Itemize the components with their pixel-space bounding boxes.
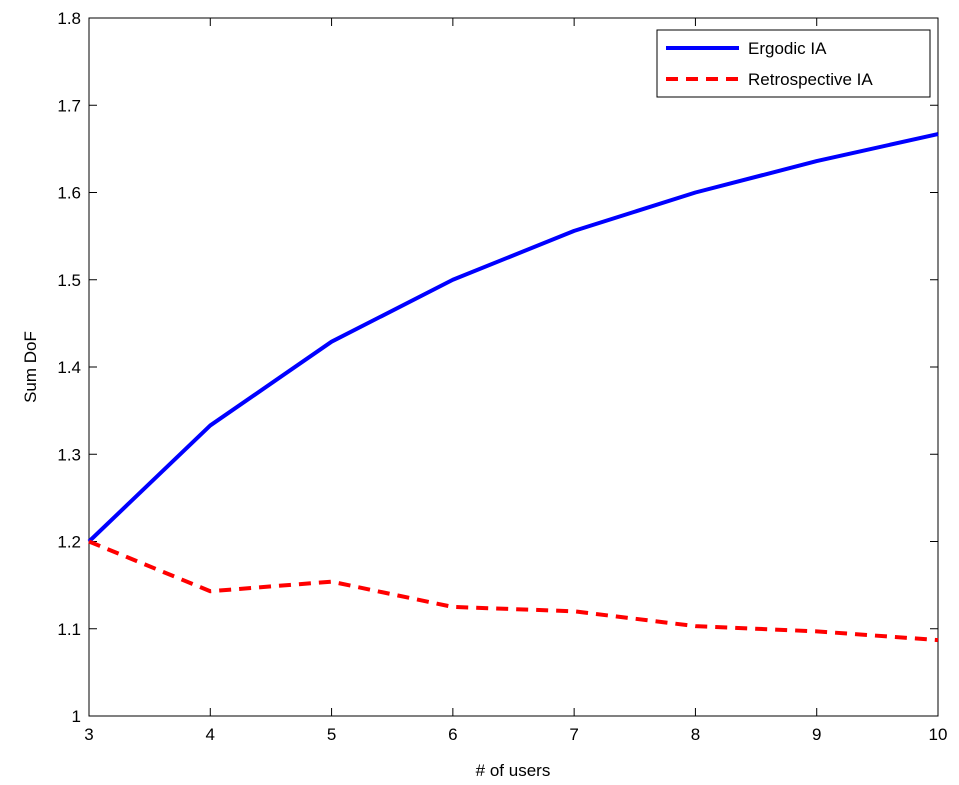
- legend-box: [656, 29, 931, 98]
- x-tick-label: 8: [691, 725, 700, 744]
- x-tick-label: 6: [448, 725, 457, 744]
- x-axis-label: # of users: [476, 761, 551, 780]
- legend-label-retrospective-ia: Retrospective IA: [748, 70, 873, 89]
- y-tick-label: 1.3: [57, 445, 81, 464]
- y-tick-label: 1.8: [57, 9, 81, 28]
- legend-label-ergodic-ia: Ergodic IA: [748, 39, 827, 58]
- plot-area: [88, 17, 939, 717]
- y-tick-label: 1.6: [57, 184, 81, 203]
- y-tick-label: 1: [72, 707, 81, 726]
- x-tick-label: 3: [84, 725, 93, 744]
- series-line-retrospective-ia: [88, 539, 939, 643]
- legend: Ergodic IA Retrospective IA: [656, 29, 931, 98]
- x-tick-label: 5: [327, 725, 336, 744]
- y-tick-label: 1.4: [57, 358, 81, 377]
- x-tick-label: 9: [812, 725, 821, 744]
- axis-ticks: 3 4 5 6 7 8 9 10 1 1.1 1.2 1.3 1.4 1.5 1.6 1.7 1.8: [57, 9, 947, 744]
- x-tick-label: 10: [929, 725, 948, 744]
- y-axis-label: Sum DoF: [21, 331, 40, 403]
- y-tick-label: 1.5: [57, 271, 81, 290]
- y-tick-label: 1.7: [57, 96, 81, 115]
- y-tick-label: 1.1: [57, 620, 81, 639]
- x-tick-label: 4: [206, 725, 215, 744]
- y-tick-label: 1.2: [57, 533, 81, 552]
- x-tick-label: 7: [569, 725, 578, 744]
- series-lines: [87, 132, 939, 643]
- series-line-ergodic-ia: [87, 132, 939, 543]
